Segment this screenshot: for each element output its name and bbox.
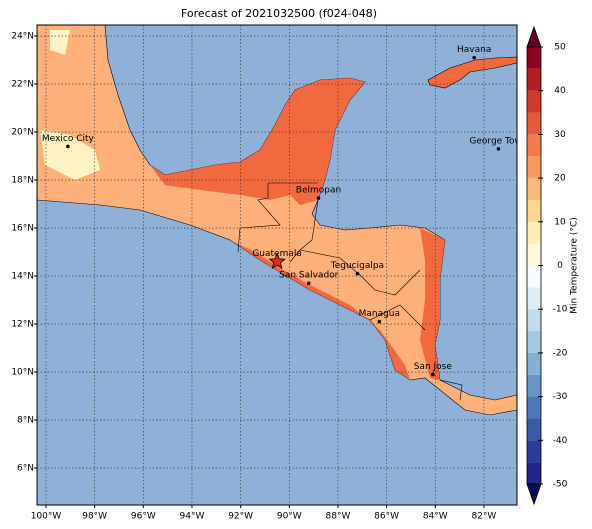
colorbar-band — [527, 68, 541, 91]
y-tick-label: 20°N — [11, 128, 34, 138]
colorbar-tick-label: 0 — [557, 261, 563, 271]
colorbar-band — [527, 134, 541, 157]
colorbar-tick-label: 10 — [554, 217, 566, 227]
x-tick-label: 98°W — [82, 512, 107, 522]
colorbar-tick-label: -20 — [553, 348, 568, 358]
colorbar-band — [527, 352, 541, 375]
y-tick-label: 10°N — [11, 368, 34, 378]
city-star — [268, 252, 286, 269]
city-dot — [66, 144, 70, 149]
colorbar-band — [527, 331, 541, 353]
x-tick-label: 82°W — [471, 512, 496, 522]
y-tick-label: 18°N — [11, 176, 34, 186]
colorbar-extend — [526, 25, 542, 48]
x-tick-label: 92°W — [228, 512, 253, 522]
grid — [37, 25, 517, 505]
x-tick-label: 88°W — [326, 512, 351, 522]
colorbar-band — [527, 47, 541, 69]
axes: 100°W 98°W 96°W 94°W 92°W 90°W 88°W 86°W 84°W 82°… — [11, 32, 496, 522]
cities: Mexico City Havana George Town Belmopan Guat… — [42, 45, 527, 377]
colorbar-tick-label: -40 — [553, 436, 568, 446]
colorbar-band — [527, 156, 541, 179]
border — [237, 182, 463, 401]
x-tick-label: 90°W — [277, 512, 302, 522]
y-tick-label: 8°N — [17, 416, 34, 426]
colorbar-tick-label: 40 — [554, 86, 566, 96]
colorbar-band — [527, 199, 541, 222]
city-label: Belmopan — [296, 186, 341, 196]
city-label: Mexico City — [42, 134, 95, 144]
city-dot — [355, 271, 360, 276]
x-tick-label: 94°W — [180, 512, 205, 522]
colorbar-tick-label: 30 — [554, 130, 566, 140]
city-dot — [496, 147, 501, 151]
colorbar-extend — [526, 483, 542, 506]
city-dot — [377, 319, 382, 324]
city-label: Havana — [457, 45, 491, 55]
colorbar-tick-label: 50 — [554, 43, 566, 53]
cool-zone — [40, 130, 100, 180]
city-dot — [306, 281, 311, 286]
city-label: San Jose — [414, 362, 453, 372]
colorbar-band — [527, 287, 541, 310]
colorbar-band — [527, 374, 541, 397]
y-tick-label: 6°N — [17, 464, 34, 474]
colorbar-label: Min Temperature (°C) — [570, 217, 580, 314]
x-tick-label: 100°W — [31, 512, 62, 522]
map: Mexico City Havana George Town Belmopan Guat… — [37, 25, 527, 505]
colorbar-band — [527, 90, 541, 113]
warm-zone — [150, 78, 365, 205]
colorbar-band — [527, 178, 541, 200]
city-label: Tegucigalpa — [330, 261, 384, 271]
map-frame — [36, 24, 518, 506]
colorbar-tick-label: -10 — [553, 305, 568, 315]
city-label: Guatemala — [252, 249, 302, 259]
city-label: San Salvador — [279, 271, 339, 281]
y-tick-label: 24°N — [11, 32, 34, 42]
x-tick-label: 86°W — [374, 512, 399, 522]
y-tick-label: 14°N — [11, 272, 34, 282]
title: Forecast of 2021032500 (f024-048) — [181, 7, 377, 20]
colorbar-band — [527, 396, 541, 419]
colorbar-band — [527, 112, 541, 135]
city-label: Managua — [359, 309, 400, 319]
city-dot — [472, 55, 476, 60]
colorbar-tick-label: 20 — [554, 174, 566, 184]
y-tick-label: 12°N — [11, 320, 34, 330]
warm-zone — [420, 228, 445, 380]
y-tick-label: 22°N — [11, 80, 34, 90]
x-tick-label: 96°W — [131, 512, 156, 522]
colorbar-tick-label: -50 — [553, 480, 568, 490]
colorbar-band — [527, 265, 541, 288]
x-tick-label: 84°W — [423, 512, 448, 522]
colorbar-band — [527, 418, 541, 441]
colorbar-band — [527, 221, 541, 244]
y-tick-label: 16°N — [11, 224, 34, 234]
colorbar-tick-label: -30 — [553, 392, 568, 402]
colorbar-band — [527, 462, 541, 484]
city-dot — [316, 196, 321, 200]
colorbar-band — [527, 243, 541, 266]
colorbar-band — [527, 309, 541, 332]
colorbar-band — [527, 440, 541, 463]
city-label: George Town — [469, 136, 527, 146]
colorbar: -50 -40 -30 -20 -10 0 10 20 30 40 50 Min Temperatur… — [526, 25, 580, 506]
city-dot — [431, 372, 435, 377]
cuba — [427, 56, 517, 89]
